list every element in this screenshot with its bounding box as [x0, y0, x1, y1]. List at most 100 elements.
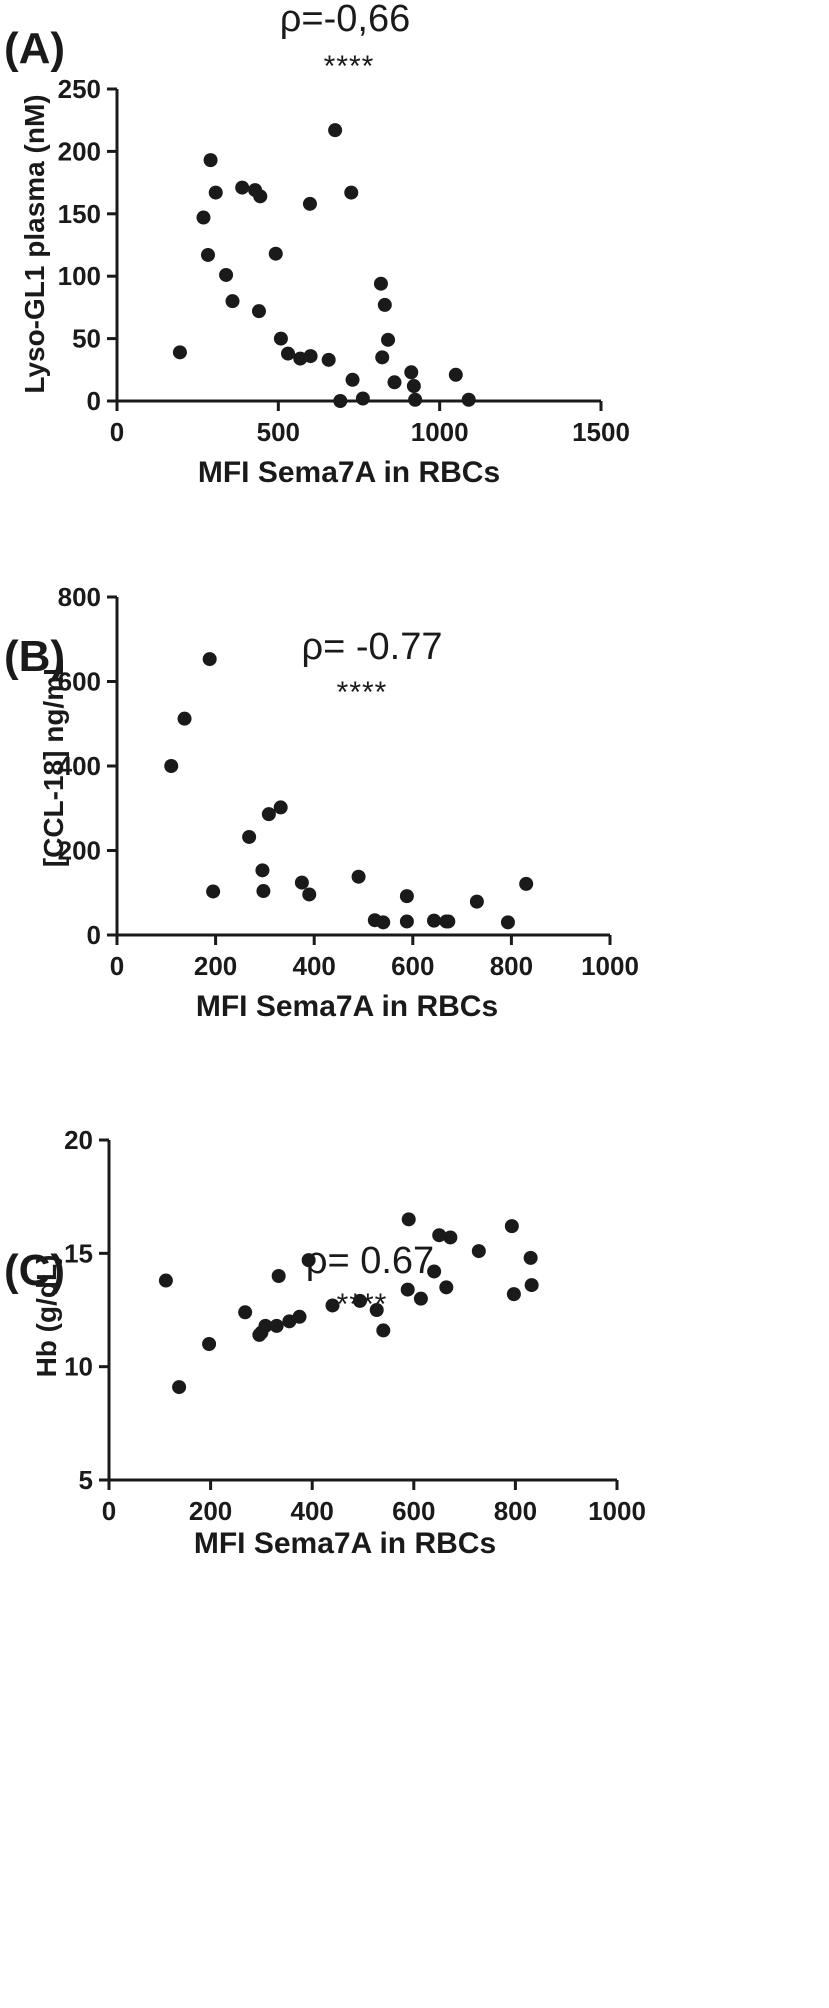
- x-tick-label: 0: [102, 1496, 116, 1526]
- data-point: [172, 1380, 187, 1395]
- y-tick-label: 600: [58, 667, 101, 697]
- x-tick-label: 800: [490, 951, 533, 981]
- data-point: [401, 1212, 416, 1227]
- x-tick-label: 800: [494, 1496, 537, 1526]
- x-tick-label: 0: [110, 951, 124, 981]
- y-tick-label: 150: [58, 199, 101, 229]
- data-point: [506, 1287, 521, 1302]
- data-point: [268, 246, 283, 261]
- data-point: [271, 1269, 286, 1283]
- data-point: [177, 711, 192, 726]
- data-point: [273, 800, 288, 815]
- data-point: [219, 267, 234, 282]
- data-point: [399, 914, 414, 929]
- y-tick-label: 15: [64, 1238, 93, 1268]
- data-point: [200, 247, 215, 262]
- y-axis-label: Hb (g/dL): [31, 1254, 62, 1378]
- data-point: [523, 1250, 538, 1265]
- data-point: [301, 1253, 316, 1268]
- data-point: [408, 392, 423, 407]
- y-axis-label: Lyso-GL1 plasma (nM): [19, 94, 50, 394]
- data-point: [164, 759, 179, 773]
- y-tick-label: 100: [58, 261, 101, 291]
- data-point: [281, 346, 296, 361]
- data-point: [345, 372, 360, 387]
- y-tick-label: 0: [87, 386, 101, 416]
- significance-label: ****: [336, 676, 388, 709]
- panel-c: (C) ρ= 0.67 **** 02004006008001000510152…: [0, 1125, 829, 2008]
- data-point: [238, 1305, 253, 1320]
- data-point: [352, 1293, 367, 1308]
- scatter-plot: 0 200 400 600 800 1000 5 10 15 20: [64, 1125, 646, 1526]
- chart-title: ρ=-0,66: [279, 0, 411, 40]
- data-point: [325, 1298, 340, 1313]
- panel-a: (A) ρ=-0,66 **** 0 500 1000 1500 0 50 100 150 20…: [0, 0, 829, 640]
- x-axis-label: MFI Sema7A in RBCs: [193, 1527, 497, 1560]
- significance-label: ****: [323, 50, 375, 83]
- scatter-plot: 0 500 1000 1500 0 50 100 150 200 250: [58, 74, 630, 447]
- data-point: [406, 379, 421, 394]
- x-tick-label: 200: [194, 951, 237, 981]
- data-point: [255, 863, 270, 878]
- data-point: [461, 392, 476, 407]
- data-point: [469, 894, 484, 909]
- data-point: [203, 153, 218, 168]
- data-point: [376, 915, 391, 930]
- scatter-plot: 0 200 400 600 800 1000 0 200 400 600 800: [58, 582, 639, 981]
- data-point: [426, 913, 441, 928]
- x-axis-label: MFI Sema7A in RBCs: [195, 990, 499, 1023]
- data-point: [471, 1244, 486, 1259]
- data-point: [443, 1230, 458, 1245]
- data-point: [373, 276, 388, 291]
- y-tick-label: 50: [72, 324, 101, 354]
- y-tick-label: 0: [87, 920, 101, 950]
- data-point: [375, 350, 390, 365]
- data-point: [355, 391, 370, 406]
- data-point: [261, 807, 276, 822]
- data-point: [303, 349, 318, 364]
- data-point: [206, 884, 221, 899]
- y-tick-label: 800: [58, 582, 101, 612]
- data-point: [328, 123, 343, 138]
- data-point: [381, 332, 396, 347]
- x-tick-label: 600: [391, 951, 434, 981]
- data-point: [302, 887, 317, 902]
- data-point: [504, 1219, 519, 1234]
- data-point: [242, 829, 257, 844]
- y-axis-label: [CCL-18] ng/mL: [38, 658, 69, 868]
- y-tick-label: 20: [64, 1125, 93, 1155]
- chart-title: ρ= 0.67: [305, 1240, 435, 1282]
- data-point: [294, 875, 309, 890]
- x-tick-label: 500: [257, 417, 300, 447]
- data-point: [404, 365, 419, 380]
- data-point: [344, 185, 359, 200]
- data-point: [158, 1273, 173, 1288]
- y-tick-label: 250: [58, 74, 101, 104]
- x-axis-label: MFI Sema7A in RBCs: [197, 456, 501, 489]
- data-point: [235, 180, 250, 195]
- data-point: [321, 352, 336, 367]
- data-point: [519, 876, 534, 891]
- data-point: [292, 1309, 307, 1324]
- panel-b: (B) ρ= -0.77 **** 0 200 400 600 800 1000 0 200 4…: [0, 582, 829, 1310]
- data-point: [448, 367, 463, 382]
- data-point: [441, 914, 456, 929]
- x-tick-label: 400: [293, 951, 336, 981]
- x-tick-label: 1000: [581, 951, 639, 981]
- data-point: [202, 652, 217, 667]
- panel-label: (C): [4, 1246, 66, 1295]
- x-tick-label: 1500: [572, 417, 630, 447]
- data-point: [400, 1282, 415, 1297]
- y-tick-label: 5: [79, 1465, 93, 1495]
- y-tick-label: 200: [58, 836, 101, 866]
- y-tick-label: 10: [64, 1352, 93, 1382]
- x-tick-label: 400: [291, 1496, 334, 1526]
- data-point: [333, 394, 348, 408]
- chart-title: ρ= -0.77: [301, 626, 443, 668]
- data-point: [251, 304, 266, 319]
- data-point: [302, 196, 317, 211]
- data-point: [427, 1264, 442, 1279]
- data-point: [256, 884, 271, 899]
- data-point: [258, 1318, 273, 1333]
- data-point: [439, 1280, 454, 1295]
